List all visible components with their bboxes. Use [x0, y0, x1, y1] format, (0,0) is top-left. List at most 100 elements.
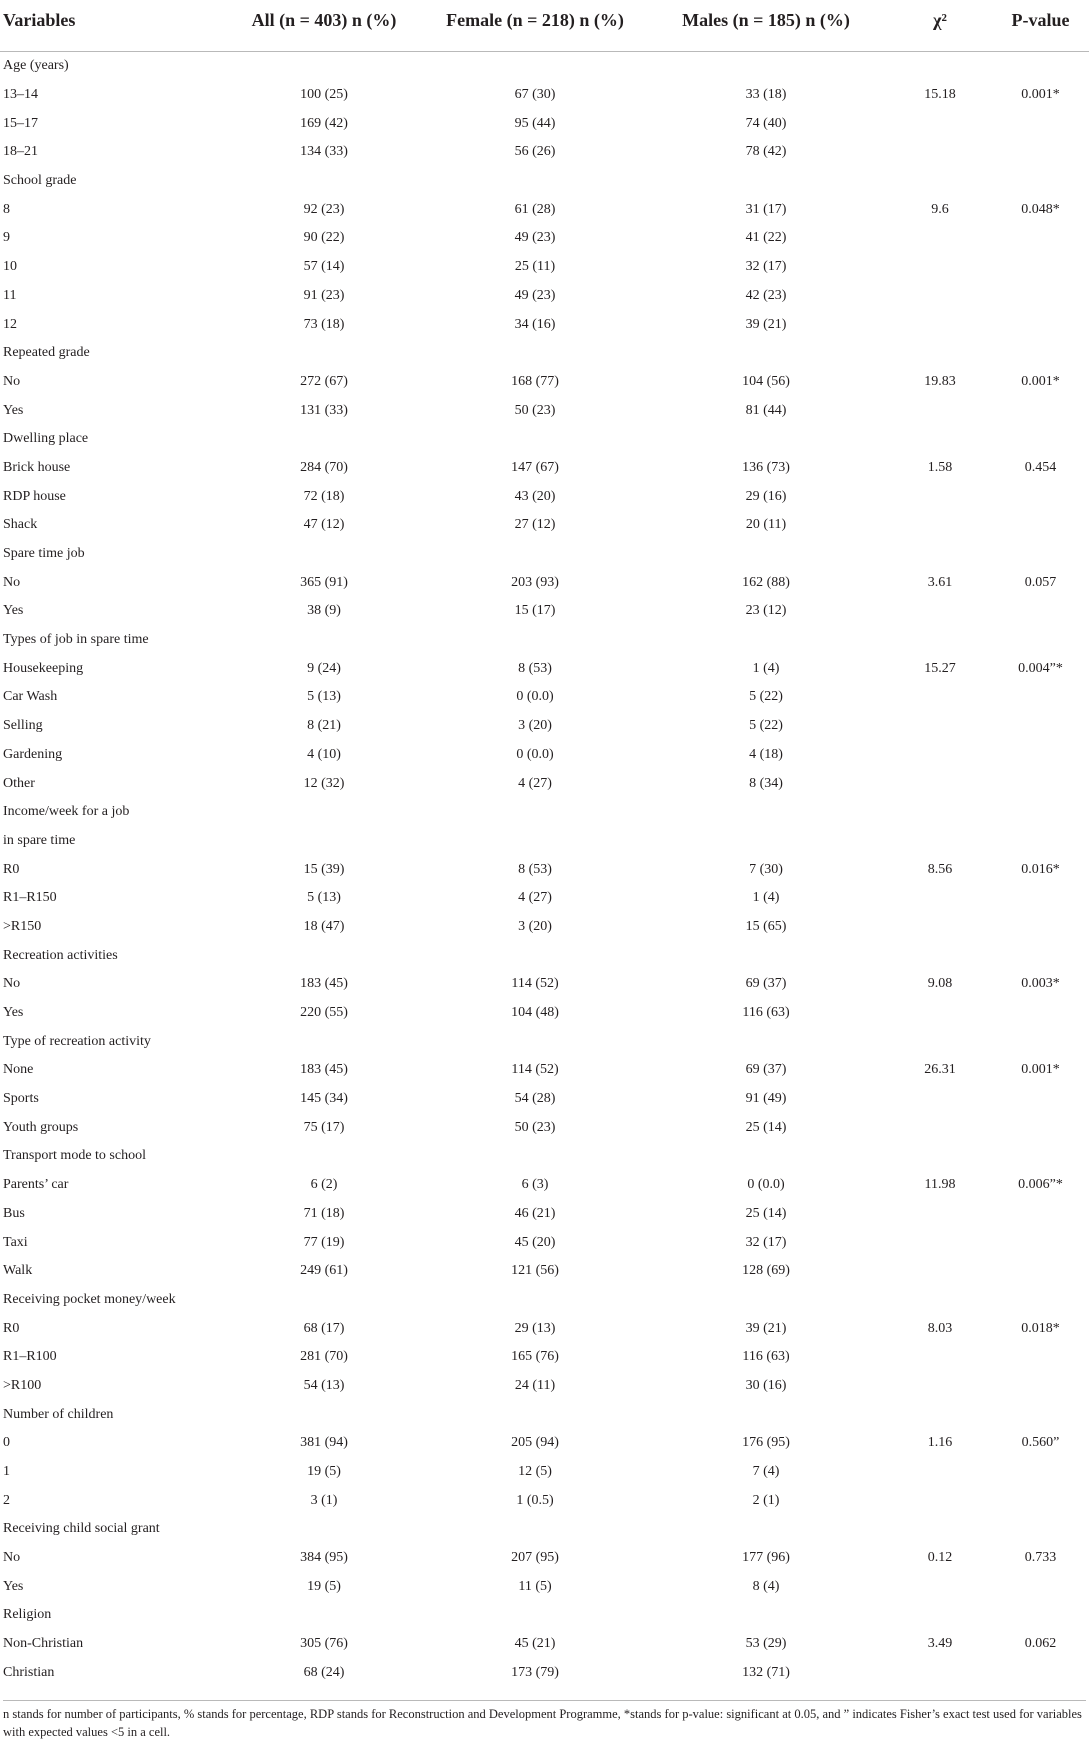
cell-chi-square: [888, 1572, 992, 1601]
cell-all: [222, 941, 426, 970]
cell-chi-square: [888, 827, 992, 856]
cell-female: 45 (21): [514, 1636, 556, 1652]
cell-males: [644, 1601, 888, 1630]
cell-all: 18 (47): [303, 918, 345, 934]
cell-p-value: [992, 884, 1089, 913]
cell-males: 69 (37): [745, 976, 787, 992]
cell-males: 104 (56): [742, 373, 790, 389]
cell-p-value: [992, 712, 1089, 741]
cell-p-value: [992, 52, 1089, 81]
cell-all: 134 (33): [300, 144, 348, 160]
table-footnote: n stands for number of participants, % s…: [3, 1700, 1086, 1741]
table-row: R1–R150 5 (13) 4 (27) 1 (4): [0, 884, 1089, 913]
table-row: 15–17 169 (42) 95 (44) 74 (40): [0, 109, 1089, 138]
cell-all: 90 (22): [303, 230, 345, 246]
cell-males: 32 (17): [745, 1234, 787, 1250]
cell-chi-square: [888, 1085, 992, 1114]
cell-all: [222, 425, 426, 454]
table-row: Number of children: [0, 1400, 1089, 1429]
cell-female: 45 (20): [514, 1234, 556, 1250]
row-label: Religion: [3, 1607, 52, 1623]
cell-female: 49 (23): [514, 230, 556, 246]
cell-p-value: [992, 511, 1089, 540]
table-row: 8 92 (23) 61 (28) 31 (17) 9.6 0.048*: [0, 195, 1089, 224]
cell-chi-square: [888, 741, 992, 770]
row-label: Recreation activities: [3, 947, 118, 963]
cell-female: [426, 1286, 644, 1315]
cell-female: 15 (17): [514, 603, 556, 619]
cell-female: 104 (48): [511, 1005, 559, 1021]
cell-p-value: [992, 683, 1089, 712]
cell-female: 207 (95): [511, 1550, 559, 1566]
cell-males: [644, 1142, 888, 1171]
cell-males: [644, 626, 888, 655]
row-label: Number of children: [3, 1406, 114, 1422]
cell-chi-square: [888, 999, 992, 1028]
row-label: Receiving child social grant: [3, 1521, 160, 1537]
cell-female: 61 (28): [514, 201, 556, 217]
cell-males: 132 (71): [742, 1664, 790, 1680]
cell-p-value: [992, 999, 1089, 1028]
cell-chi-square: [888, 626, 992, 655]
cell-p-value: 0.057: [1024, 574, 1057, 590]
cell-female: 12 (5): [518, 1464, 552, 1480]
cell-males: 29 (16): [745, 488, 787, 504]
table-row: 2 3 (1) 1 (0.5) 2 (1): [0, 1486, 1089, 1515]
cell-all: 15 (39): [303, 861, 345, 877]
cell-chi-square: [888, 798, 992, 827]
table-row: Brick house 284 (70) 147 (67) 136 (73) 1.58 0…: [0, 454, 1089, 483]
table-row: Parents’ car 6 (2) 6 (3) 0 (0.0) 11.98 0.006”…: [0, 1171, 1089, 1200]
row-label: 15–17: [3, 115, 38, 131]
cell-female: 54 (28): [514, 1091, 556, 1107]
cell-chi-square: [888, 253, 992, 282]
table-row: School grade: [0, 167, 1089, 196]
cell-p-value: [992, 1027, 1089, 1056]
cell-males: [644, 1515, 888, 1544]
cell-all: 71 (18): [303, 1205, 345, 1221]
cell-p-value: [992, 1142, 1089, 1171]
cell-all: 75 (17): [303, 1119, 345, 1135]
cell-chi-square: [888, 396, 992, 425]
cell-p-value: [992, 1486, 1089, 1515]
cell-p-value: 0.016*: [1021, 861, 1060, 877]
cell-males: [644, 1027, 888, 1056]
cell-p-value: [992, 913, 1089, 942]
cell-p-value: [992, 827, 1089, 856]
cell-female: 0 (0.0): [516, 689, 554, 705]
cell-all: [222, 626, 426, 655]
cell-p-value: [992, 1400, 1089, 1429]
cell-males: 176 (95): [742, 1435, 790, 1451]
cell-all: 73 (18): [303, 316, 345, 332]
row-label: R1–R100: [3, 1349, 57, 1365]
row-label: Christian: [3, 1664, 55, 1680]
cell-males: 116 (63): [742, 1005, 790, 1021]
cell-female: 205 (94): [511, 1435, 559, 1451]
row-label: 1: [3, 1464, 10, 1480]
table-row: Housekeeping 9 (24) 8 (53) 1 (4) 15.27 0.004”…: [0, 654, 1089, 683]
table-row: Christian 68 (24) 173 (79) 132 (71): [0, 1659, 1089, 1688]
cell-chi-square: [888, 1286, 992, 1315]
cell-female: [426, 1142, 644, 1171]
cell-males: 53 (29): [745, 1636, 787, 1652]
cell-chi-square: [888, 52, 992, 81]
header-p-value: P-value: [992, 0, 1089, 52]
table-body: Age (years) 13–14 100 (25) 67 (30) 33 (18) 15…: [0, 52, 1089, 1688]
cell-female: 3 (20): [518, 718, 552, 734]
cell-female: [426, 941, 644, 970]
cell-chi-square: [888, 540, 992, 569]
cell-males: [644, 1400, 888, 1429]
cell-p-value: 0.062: [1024, 1636, 1057, 1652]
cell-all: 47 (12): [303, 517, 345, 533]
row-label: Dwelling place: [3, 431, 89, 447]
header-variables: Variables: [0, 0, 222, 52]
cell-female: [426, 827, 644, 856]
cell-female: 173 (79): [511, 1664, 559, 1680]
cell-all: 57 (14): [303, 259, 345, 275]
table-row: RDP house 72 (18) 43 (20) 29 (16): [0, 482, 1089, 511]
cell-chi-square: [888, 941, 992, 970]
cell-all: 5 (13): [307, 890, 341, 906]
table-row: 11 91 (23) 49 (23) 42 (23): [0, 282, 1089, 311]
cell-all: [222, 1142, 426, 1171]
cell-p-value: [992, 138, 1089, 167]
